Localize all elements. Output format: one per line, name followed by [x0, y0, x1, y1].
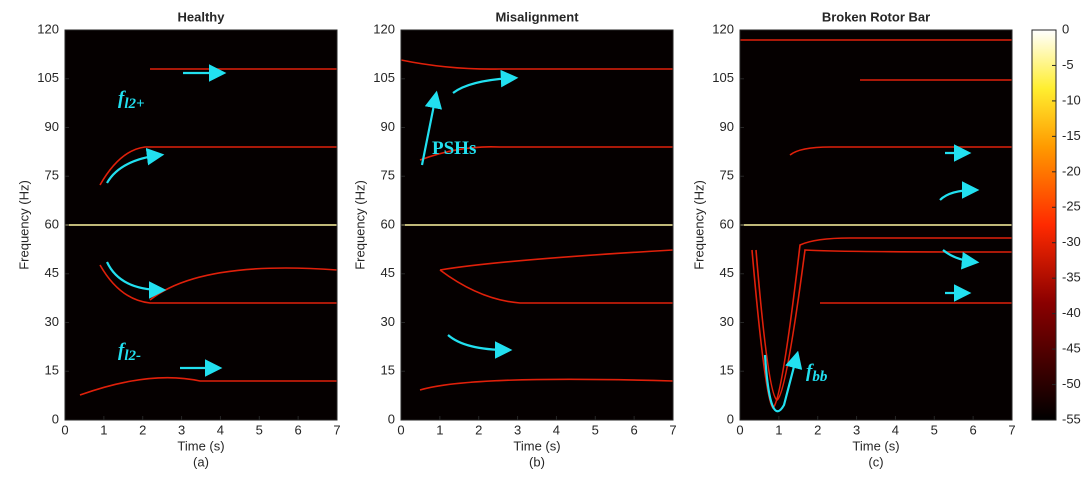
colorbar-tick-label: -55: [1062, 411, 1081, 426]
y-tick-label: 15: [720, 363, 734, 378]
caption: (b): [529, 454, 545, 469]
x-tick-label: 0: [397, 422, 404, 437]
y-tick-label: 0: [727, 411, 734, 426]
x-tick-label: 1: [775, 422, 782, 437]
y-tick-label: 105: [37, 70, 59, 85]
y-tick-label: 120: [712, 21, 734, 36]
x-tick-label: 1: [100, 422, 107, 437]
x-tick-label: 0: [61, 422, 68, 437]
y-tick-label: 75: [720, 168, 734, 183]
y-tick-label: 0: [52, 411, 59, 426]
annotation: fbb: [806, 361, 828, 385]
x-tick-label: 2: [475, 422, 482, 437]
y-tick-label: 30: [45, 314, 59, 329]
x-tick-label: 5: [592, 422, 599, 437]
annotation: fl2-: [118, 340, 141, 364]
annotation-text: f: [118, 340, 126, 361]
y-tick-label: 60: [381, 216, 395, 231]
x-tick-label: 4: [553, 422, 560, 437]
x-tick-label: 2: [814, 422, 821, 437]
y-tick-label: 90: [45, 119, 59, 134]
colorbar-tick-label: -30: [1062, 234, 1081, 249]
colorbar-tick-label: -5: [1062, 57, 1074, 72]
annotation-subscript: l2+: [124, 96, 144, 112]
title: Broken Rotor Bar: [822, 9, 930, 24]
y-tick-label: 15: [45, 363, 59, 378]
x-tick-label: 3: [514, 422, 521, 437]
x-tick-label: 2: [139, 422, 146, 437]
colorbar-tick-label: -15: [1062, 128, 1081, 143]
arrows: [106, 64, 980, 413]
x-tick-label: 5: [256, 422, 263, 437]
y-tick-label: 105: [373, 70, 395, 85]
colorbar-tick-label: -40: [1062, 305, 1081, 320]
annotation-text: f: [118, 88, 126, 109]
colorbar-tick-label: -10: [1062, 92, 1081, 107]
x-axis-label: Time (s): [513, 438, 560, 453]
x-tick-label: 0: [736, 422, 743, 437]
annotation: fl2+: [118, 88, 145, 112]
x-tick-label: 4: [892, 422, 899, 437]
y-axis-label: Frequency (Hz): [352, 180, 367, 270]
y-tick-label: 60: [45, 216, 59, 231]
y-tick-label: 45: [45, 265, 59, 280]
y-tick-label: 120: [37, 21, 59, 36]
x-tick-label: 5: [931, 422, 938, 437]
colorbar-tick-label: 0: [1062, 21, 1069, 36]
x-tick-label: 4: [217, 422, 224, 437]
x-tick-label: 1: [436, 422, 443, 437]
y-tick-label: 90: [381, 119, 395, 134]
y-tick-label: 30: [720, 314, 734, 329]
y-tick-label: 75: [45, 168, 59, 183]
y-tick-label: 90: [720, 119, 734, 134]
y-axis-label: Frequency (Hz): [16, 180, 31, 270]
title: Healthy: [178, 9, 226, 24]
x-axis-label: Time (s): [177, 438, 224, 453]
colorbar: [1031, 29, 1057, 421]
y-tick-label: 120: [373, 21, 395, 36]
y-tick-label: 105: [712, 70, 734, 85]
x-tick-label: 3: [178, 422, 185, 437]
y-tick-label: 75: [381, 168, 395, 183]
annotation-subscript: bb: [812, 369, 828, 385]
spectrogram-traces: [65, 39, 1013, 410]
y-tick-label: 0: [388, 411, 395, 426]
x-tick-label: 7: [333, 422, 340, 437]
x-tick-label: 6: [295, 422, 302, 437]
y-tick-label: 15: [381, 363, 395, 378]
x-tick-label: 6: [631, 422, 638, 437]
annotation-text: PSHs: [432, 138, 476, 159]
colorbar-tick-label: -35: [1062, 270, 1081, 285]
colorbar-tick-label: -45: [1062, 341, 1081, 356]
caption: (a): [193, 454, 209, 469]
x-tick-label: 3: [853, 422, 860, 437]
y-tick-label: 45: [381, 265, 395, 280]
x-tick-label: 7: [1008, 422, 1015, 437]
colorbar-tick-label: -25: [1062, 199, 1081, 214]
annotation: PSHs: [432, 138, 476, 159]
colorbar-tick-label: -20: [1062, 163, 1081, 178]
x-axis-label: Time (s): [852, 438, 899, 453]
y-tick-label: 45: [720, 265, 734, 280]
x-tick-label: 7: [669, 422, 676, 437]
x-tick-label: 6: [970, 422, 977, 437]
annotation-text: f: [806, 361, 814, 382]
title: Misalignment: [495, 9, 579, 24]
y-tick-label: 60: [720, 216, 734, 231]
annotation-subscript: l2-: [124, 348, 141, 364]
y-axis-label: Frequency (Hz): [691, 180, 706, 270]
caption: (c): [868, 454, 883, 469]
colorbar-tick-label: -50: [1062, 376, 1081, 391]
y-tick-label: 30: [381, 314, 395, 329]
